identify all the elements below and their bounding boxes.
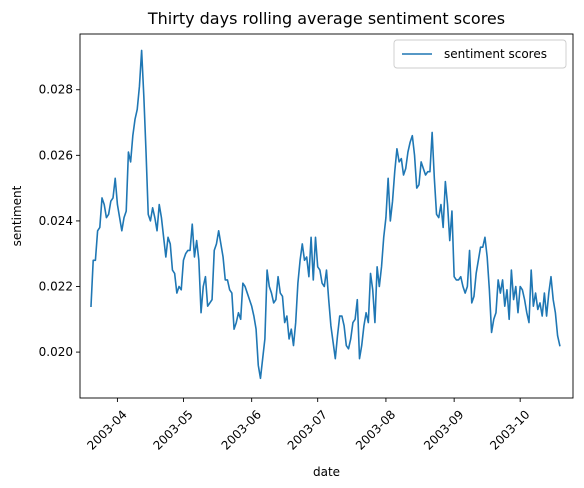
sentiment-series-line	[90, 49, 561, 380]
y-tick-label: 0.028	[39, 83, 73, 97]
y-axis-ticks: 0.020 0.022 0.024 0.026 0.028	[39, 83, 80, 359]
chart-title: Thirty days rolling average sentiment sc…	[147, 9, 505, 28]
legend-box	[393, 39, 567, 69]
y-tick-label: 0.020	[39, 345, 73, 359]
y-tick-label: 0.022	[39, 280, 73, 294]
legend: sentiment scores	[393, 39, 567, 69]
y-tick-label: 0.026	[39, 148, 73, 162]
x-axis-label: date	[313, 465, 340, 479]
y-axis-label: sentiment	[10, 185, 24, 246]
plot-area-frame	[79, 33, 574, 399]
y-tick-label: 0.024	[39, 214, 73, 228]
legend-entry-sentiment-scores: sentiment scores	[444, 47, 547, 61]
